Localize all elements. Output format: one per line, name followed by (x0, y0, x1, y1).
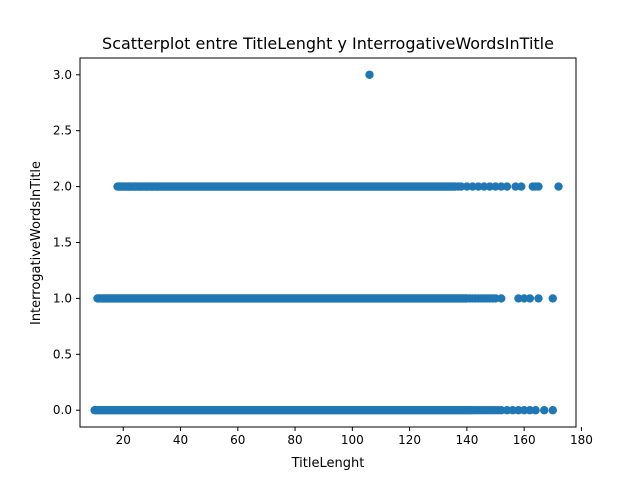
x-tick-label: 180 (570, 433, 593, 447)
dense-point-band-y0 (90, 406, 477, 415)
y-tick-label: 0.5 (53, 347, 72, 361)
data-points (90, 70, 563, 415)
data-point (540, 406, 549, 415)
plot-area-frame (79, 57, 577, 428)
data-point (517, 182, 526, 191)
data-point (365, 70, 374, 79)
x-axis-ticks: 20 40 60 80 100 120 140 160 180 (116, 427, 593, 447)
data-point (548, 406, 558, 415)
data-point (534, 294, 543, 303)
data-point (554, 182, 563, 191)
y-tick-label: 2.0 (53, 180, 72, 194)
x-tick-label: 20 (116, 433, 131, 447)
x-tick-label: 40 (173, 433, 188, 447)
data-point (502, 182, 512, 191)
data-point (534, 182, 543, 191)
data-point (153, 182, 162, 191)
x-tick-label: 160 (513, 433, 536, 447)
y-tick-label: 0.0 (53, 403, 72, 417)
y-axis-label: InterrogativeWordsInTitle (29, 161, 44, 325)
dense-point-band-y2 (113, 182, 460, 191)
y-tick-label: 1.5 (53, 236, 72, 250)
x-tick-label: 120 (398, 433, 421, 447)
x-tick-label: 100 (341, 433, 364, 447)
dense-point-band-y1 (93, 294, 472, 303)
data-point (548, 294, 558, 303)
x-axis-label: TitleLenght (291, 456, 365, 471)
chart-title: Scatterplot entre TitleLenght y Interrog… (102, 34, 554, 53)
x-tick-label: 80 (287, 433, 302, 447)
y-tick-label: 2.5 (53, 124, 72, 138)
x-tick-label: 60 (230, 433, 245, 447)
y-axis-ticks: 0.0 0.5 1.0 1.5 2.0 2.5 3.0 (53, 68, 80, 417)
y-tick-label: 3.0 (53, 68, 72, 82)
data-point (531, 406, 540, 415)
y-tick-label: 1.0 (53, 291, 72, 305)
x-tick-label: 140 (455, 433, 478, 447)
data-point (525, 294, 535, 303)
data-point (497, 294, 506, 303)
